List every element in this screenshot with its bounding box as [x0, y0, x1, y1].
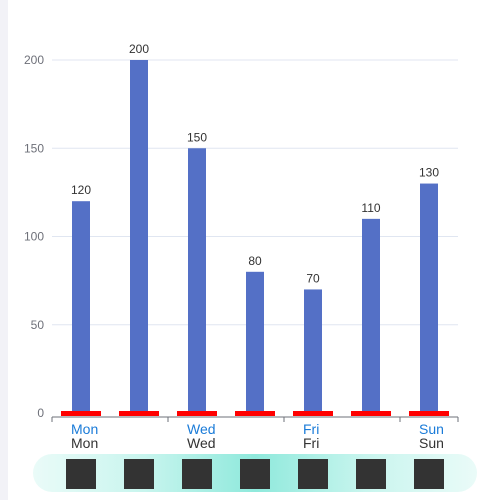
bar [246, 271, 264, 413]
data-labels: 120 200 150 80 70 110 130 [71, 42, 439, 285]
data-label: 150 [187, 130, 207, 144]
slider-thumb-square-icon[interactable] [124, 459, 154, 489]
x-label-bottom: Wed [187, 435, 216, 451]
x-axis [51, 416, 459, 422]
baseline-marker [293, 411, 333, 416]
x-label-top: Wed [187, 421, 216, 437]
bars [72, 60, 438, 413]
baseline-markers [61, 411, 449, 416]
x-label-top: Fri [303, 421, 319, 437]
data-label: 110 [361, 201, 380, 215]
x-label-bottom: Mon [71, 435, 98, 451]
y-tick-label: 200 [24, 53, 44, 67]
baseline-marker [351, 411, 391, 416]
x-axis-labels: Mon Wed Fri Sun Mon Wed Fri Sun [71, 421, 444, 451]
baseline-marker [235, 411, 275, 416]
baseline-marker [409, 411, 449, 416]
y-tick-label: 100 [24, 230, 44, 244]
data-label: 130 [419, 166, 439, 180]
data-label: 70 [306, 271, 320, 285]
bar [72, 201, 90, 413]
data-label: 80 [248, 254, 262, 268]
slider-thumb-square-icon[interactable] [240, 459, 270, 489]
baseline-marker [119, 411, 159, 416]
y-tick-label: 0 [37, 406, 44, 420]
slider-thumb-square-icon[interactable] [182, 459, 212, 489]
y-tick-label: 50 [31, 318, 45, 332]
x-label-bottom: Fri [303, 435, 319, 451]
baseline-marker [61, 411, 101, 416]
data-label: 200 [129, 42, 149, 56]
left-edge-strip [0, 0, 8, 500]
bar [130, 60, 148, 413]
bar [362, 218, 380, 413]
slider-thumb-square-icon[interactable] [356, 459, 386, 489]
bar [188, 148, 206, 413]
slider-thumb-square-icon[interactable] [66, 459, 96, 489]
x-label-top: Sun [419, 421, 444, 437]
x-label-top: Mon [71, 421, 98, 437]
slider-thumb-square-icon[interactable] [298, 459, 328, 489]
data-label: 120 [71, 183, 91, 197]
x-label-bottom: Sun [419, 435, 444, 451]
baseline-marker [177, 411, 217, 416]
y-tick-label: 150 [24, 141, 44, 155]
bar [420, 183, 438, 413]
slider-thumb-square-icon[interactable] [414, 459, 444, 489]
bar [304, 289, 322, 413]
y-axis-ticks: 0 50 100 150 200 [24, 53, 44, 420]
